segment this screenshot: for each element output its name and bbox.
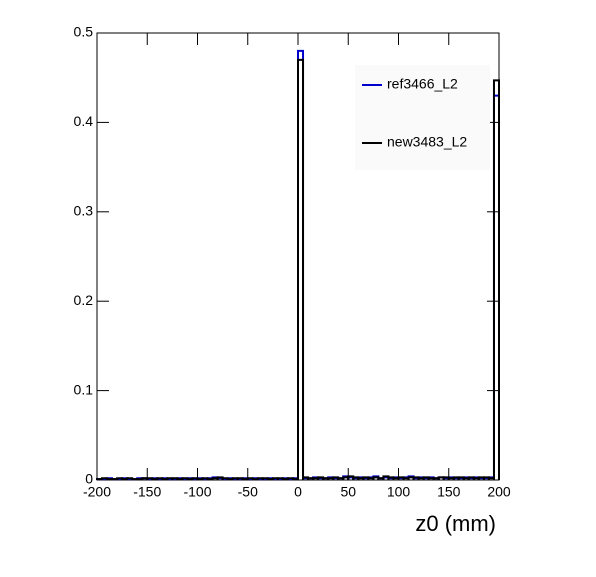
y-tick-label: 0.4 — [74, 113, 94, 129]
legend-label: ref3466_L2 — [387, 76, 458, 92]
x-tick-label: 50 — [340, 484, 356, 500]
x-tick-label: -200 — [83, 484, 111, 500]
y-tick-label: 0 — [85, 471, 93, 487]
x-tick-label: 200 — [487, 484, 511, 500]
y-tick-label: 0.2 — [74, 292, 94, 308]
x-tick-label: -50 — [238, 484, 258, 500]
histogram-bin — [492, 79, 500, 480]
x-tick-label: -150 — [133, 484, 161, 500]
legend-label: new3483_L2 — [387, 134, 467, 150]
y-tick-label: 0.5 — [74, 24, 94, 40]
x-axis-label: z0 (mm) — [415, 511, 496, 536]
legend-box — [355, 65, 490, 170]
x-tick-label: 150 — [437, 484, 461, 500]
x-tick-label: 100 — [387, 484, 411, 500]
x-tick-label: -100 — [183, 484, 211, 500]
y-tick-label: 0.3 — [74, 203, 94, 219]
y-tick-label: 0.1 — [74, 381, 94, 397]
x-tick-label: 0 — [294, 484, 302, 500]
histogram-bin — [297, 58, 305, 480]
